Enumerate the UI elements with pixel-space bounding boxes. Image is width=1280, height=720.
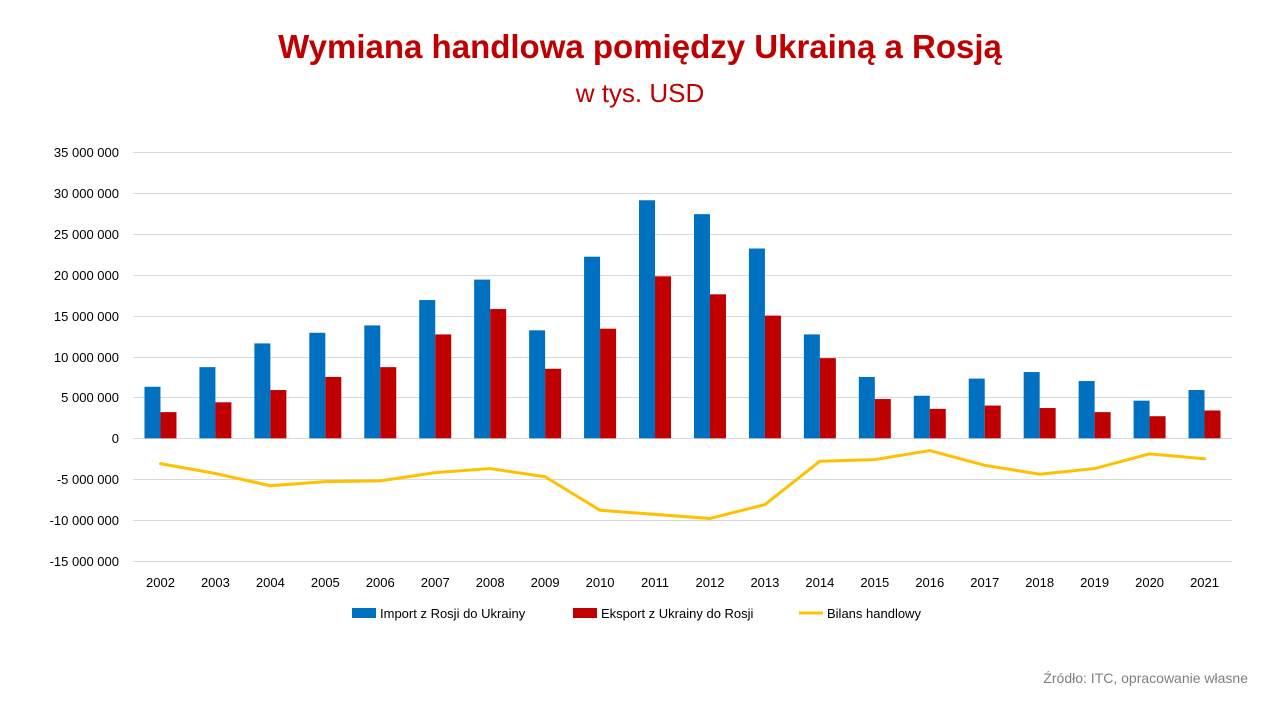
import-bar <box>254 343 271 439</box>
source-note: Źródło: ITC, opracowanie własne <box>1043 670 1248 686</box>
legend-swatch <box>573 608 597 618</box>
y-tick-label: -5 000 000 <box>57 472 119 487</box>
import-bar <box>419 300 436 439</box>
bars <box>144 200 1221 439</box>
x-tick-label: 2013 <box>750 575 779 590</box>
legend-label: Eksport z Ukrainy do Rosji <box>601 606 754 621</box>
x-tick-label: 2010 <box>586 575 615 590</box>
export-bar <box>764 315 781 439</box>
import-bar <box>199 367 216 439</box>
import-bar <box>913 395 930 439</box>
x-tick-label: 2011 <box>641 575 669 590</box>
legend: Import z Rosji do Ukrainy Eksport z Ukrai… <box>352 606 921 621</box>
export-bar <box>1204 410 1221 439</box>
x-tick-label: 2012 <box>696 575 725 590</box>
x-tick-label: 2018 <box>1025 575 1054 590</box>
import-bar <box>144 386 161 439</box>
export-bar <box>435 334 452 439</box>
y-tick-label: 30 000 000 <box>54 186 119 201</box>
balance-line-path <box>158 449 1207 520</box>
y-tick-label: 0 <box>112 431 119 446</box>
x-tick-label: 2007 <box>421 575 450 590</box>
import-bar <box>968 378 985 439</box>
x-tick-label: 2017 <box>970 575 999 590</box>
import-bar <box>474 279 491 439</box>
x-tick-label: 2019 <box>1080 575 1109 590</box>
y-tick-label: 25 000 000 <box>54 227 119 242</box>
chart-title: Wymiana handlowa pomiędzy Ukrainą a Rosj… <box>278 28 1002 65</box>
x-tick-label: 2009 <box>531 575 560 590</box>
export-bar <box>1094 412 1111 439</box>
x-tick-label: 2008 <box>476 575 505 590</box>
balance-line <box>158 449 1207 520</box>
x-tick-label: 2014 <box>805 575 834 590</box>
legend-swatch <box>352 608 376 618</box>
import-bar <box>748 248 765 439</box>
import-bar <box>693 214 710 439</box>
import-bar <box>1188 390 1205 439</box>
x-tick-label: 2021 <box>1190 575 1219 590</box>
export-bar <box>1149 416 1166 439</box>
x-tick-label: 2015 <box>860 575 889 590</box>
legend-label: Bilans handlowy <box>827 606 921 621</box>
y-axis: 35 000 000 30 000 000 25 000 000 20 000 000… <box>50 145 119 569</box>
import-bar <box>639 200 656 439</box>
export-bar <box>984 405 1001 439</box>
x-tick-label: 2003 <box>201 575 230 590</box>
legend-label: Import z Rosji do Ukrainy <box>380 606 526 621</box>
export-bar <box>600 328 617 439</box>
import-bar <box>1078 381 1095 439</box>
y-tick-label: 20 000 000 <box>54 268 119 283</box>
export-bar <box>545 368 562 439</box>
grid-lines <box>133 152 1232 562</box>
export-bar <box>270 390 287 439</box>
x-tick-label: 2004 <box>256 575 285 590</box>
export-bar <box>325 376 342 439</box>
chart-subtitle: w tys. USD <box>575 78 705 108</box>
import-bar <box>309 332 326 439</box>
export-bar <box>160 412 177 439</box>
export-bar <box>655 276 672 439</box>
export-bar <box>215 402 232 439</box>
x-tick-label: 2005 <box>311 575 340 590</box>
export-bar <box>709 294 726 439</box>
import-bar <box>858 376 875 439</box>
y-tick-label: -10 000 000 <box>50 513 119 528</box>
y-tick-label: 5 000 000 <box>61 390 119 405</box>
import-bar <box>584 256 601 439</box>
x-tick-label: 2016 <box>915 575 944 590</box>
x-tick-label: 2006 <box>366 575 395 590</box>
y-tick-label: 35 000 000 <box>54 145 119 160</box>
y-tick-label: -15 000 000 <box>50 554 119 569</box>
x-tick-label: 2002 <box>146 575 175 590</box>
export-bar <box>490 309 507 439</box>
import-bar <box>1023 372 1040 439</box>
x-axis: 2002 2003 2004 2005 2006 2007 2008 2009 2010 2011… <box>146 575 1219 590</box>
import-bar <box>1133 400 1150 439</box>
export-bar <box>380 367 397 439</box>
x-tick-label: 2020 <box>1135 575 1164 590</box>
import-bar <box>803 334 820 439</box>
import-bar <box>364 325 381 439</box>
export-bar <box>1039 408 1056 439</box>
export-bar <box>929 408 946 439</box>
export-bar <box>819 358 836 439</box>
y-tick-label: 15 000 000 <box>54 309 119 324</box>
y-tick-label: 10 000 000 <box>54 350 119 365</box>
import-bar <box>529 330 546 439</box>
export-bar <box>874 399 891 439</box>
